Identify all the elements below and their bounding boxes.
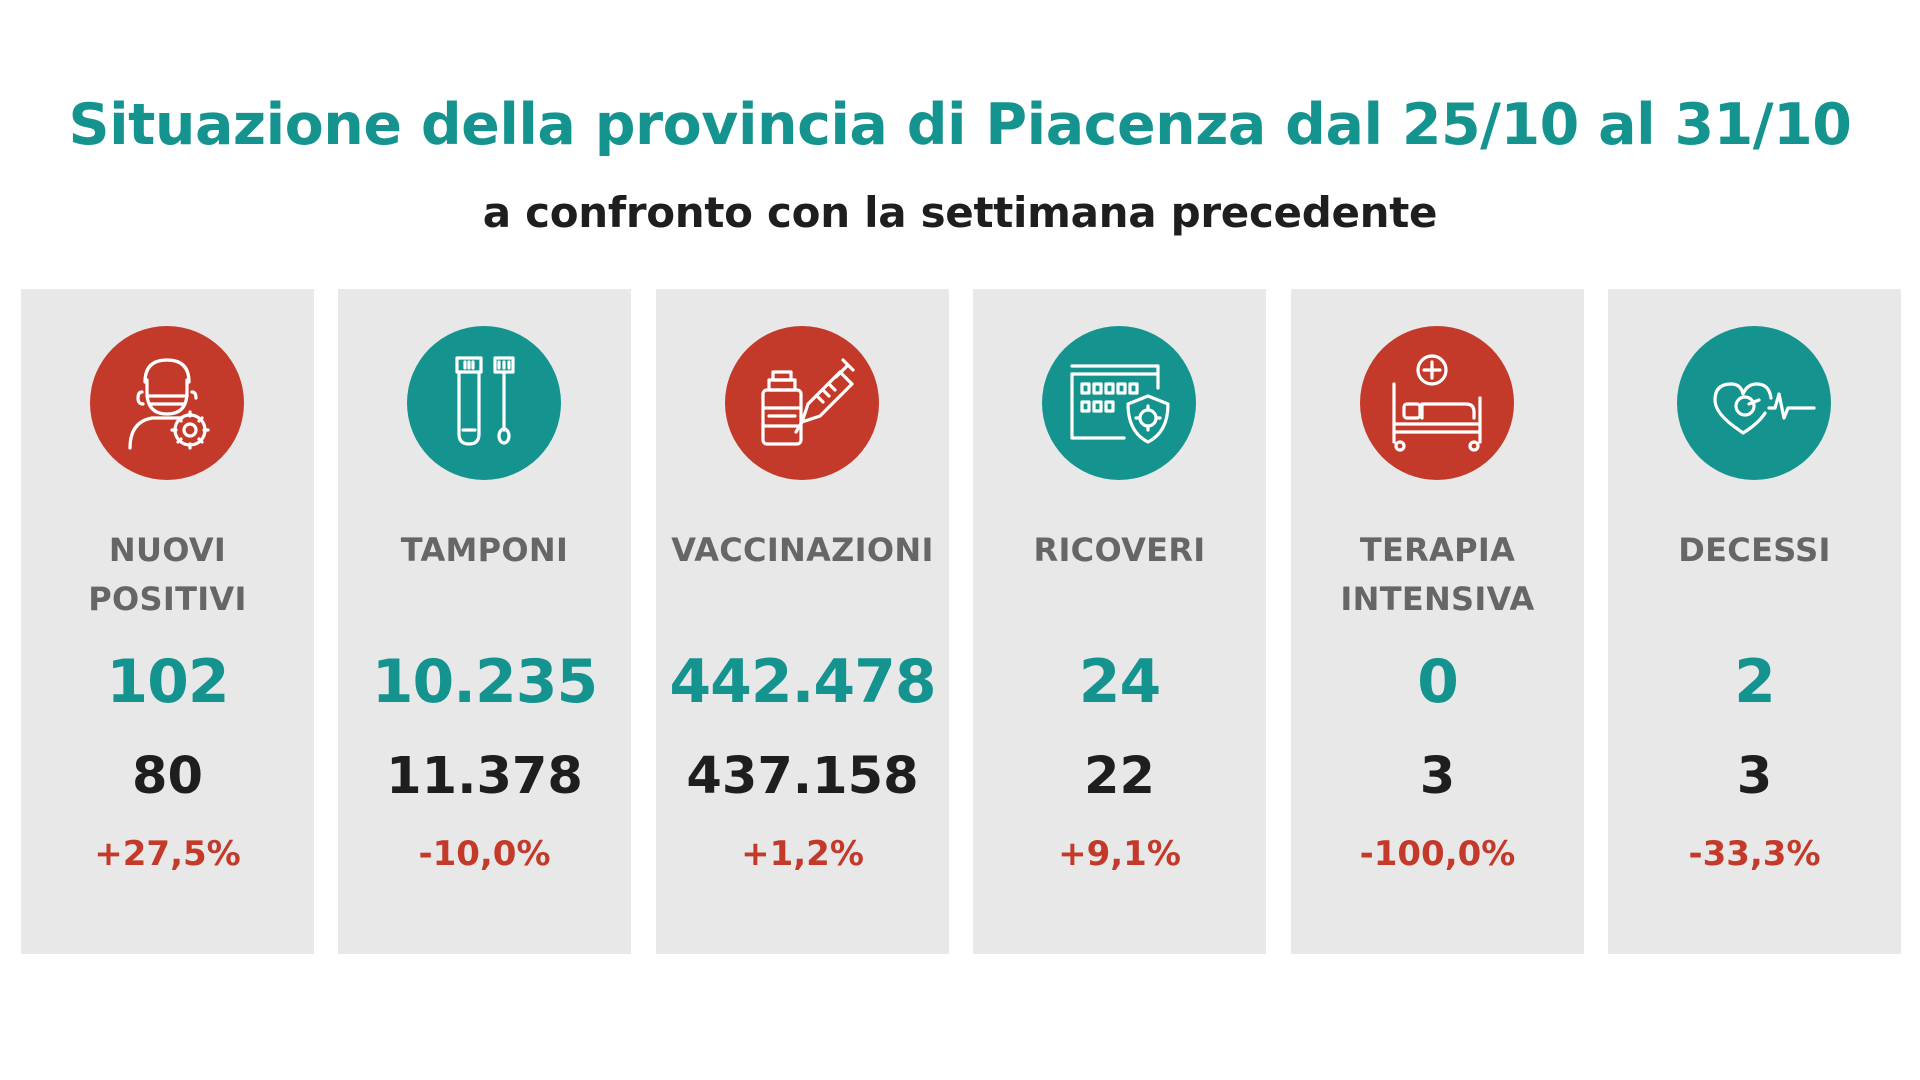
current-value: 102 bbox=[106, 647, 229, 717]
hospital-bed-icon bbox=[1360, 326, 1514, 480]
change-percent: -10,0% bbox=[418, 834, 551, 874]
hospital-shield-virus-icon bbox=[1042, 326, 1196, 480]
vaccine-vial-syringe-icon bbox=[725, 326, 879, 480]
change-percent: +9,1% bbox=[1058, 834, 1181, 874]
card-label: VACCINAZIONI bbox=[671, 531, 934, 569]
card-tamponi: TAMPONI 10.235 11.378 -10,0% bbox=[338, 289, 631, 954]
current-value: 24 bbox=[1078, 647, 1162, 717]
page-subtitle: a confronto con la settimana precedente bbox=[482, 188, 1438, 237]
card-ricoveri: RICOVERI 24 22 +9,1% bbox=[973, 289, 1266, 954]
previous-value: 3 bbox=[1419, 747, 1456, 806]
change-percent: -100,0% bbox=[1359, 834, 1516, 874]
card-label: RICOVERI bbox=[1033, 531, 1206, 569]
heart-pulse-icon bbox=[1677, 326, 1831, 480]
test-tube-swab-icon bbox=[407, 326, 561, 480]
card-terapia-intensiva: TERAPIA INTENSIVA 0 3 -100,0% bbox=[1291, 289, 1584, 954]
card-label: NUOVI POSITIVI bbox=[88, 531, 247, 618]
current-value: 10.235 bbox=[371, 647, 599, 717]
change-percent: +1,2% bbox=[741, 834, 864, 874]
masked-person-virus-icon bbox=[90, 326, 244, 480]
previous-value: 437.158 bbox=[686, 747, 919, 806]
current-value: 2 bbox=[1734, 647, 1776, 717]
previous-value: 22 bbox=[1084, 747, 1155, 806]
current-value: 0 bbox=[1417, 647, 1459, 717]
current-value: 442.478 bbox=[669, 647, 936, 717]
card-label: TERAPIA INTENSIVA bbox=[1340, 531, 1535, 618]
card-decessi: DECESSI 2 3 -33,3% bbox=[1608, 289, 1901, 954]
card-label: DECESSI bbox=[1678, 531, 1831, 569]
stat-cards: NUOVI POSITIVI 102 80 +27,5% TAMPONI bbox=[21, 289, 1901, 954]
change-percent: +27,5% bbox=[94, 834, 241, 874]
page-title: Situazione della provincia di Piacenza d… bbox=[68, 92, 1852, 158]
previous-value: 11.378 bbox=[386, 747, 583, 806]
previous-value: 80 bbox=[132, 747, 203, 806]
previous-value: 3 bbox=[1736, 747, 1773, 806]
change-percent: -33,3% bbox=[1688, 834, 1821, 874]
card-label: TAMPONI bbox=[400, 531, 569, 569]
card-nuovi-positivi: NUOVI POSITIVI 102 80 +27,5% bbox=[21, 289, 314, 954]
card-vaccinazioni: VACCINAZIONI 442.478 437.158 +1,2% bbox=[656, 289, 949, 954]
